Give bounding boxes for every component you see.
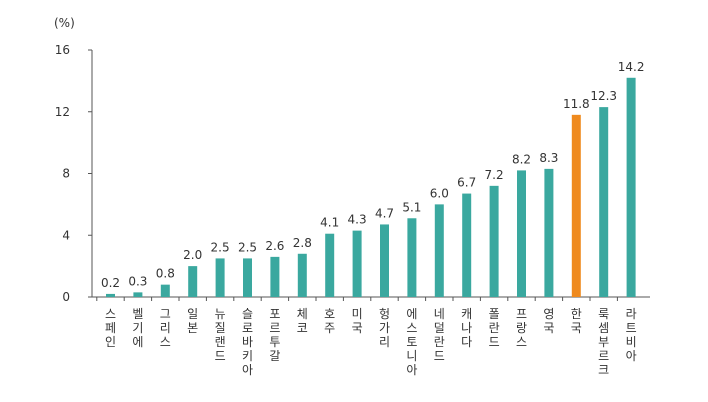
bar (407, 218, 417, 297)
data-label: 4.3 (348, 213, 367, 227)
bar (106, 293, 115, 297)
bar (188, 266, 198, 297)
bar (133, 292, 143, 297)
data-label: 0.3 (128, 274, 147, 288)
bar (243, 258, 252, 297)
category-labels-group: 스 페 인 벨 기 에 그 리 스 일 본 뉴 질 랜 드 슬 로 바 키 아 포 르 투 갈 체 코 호 주 미 국 헝 가 리 에 스 토 니 아 네 덜… (96, 297, 637, 377)
bar (325, 233, 335, 297)
y-tick-label: 12 (55, 105, 70, 119)
data-label: 2.8 (293, 236, 312, 250)
bar (626, 77, 636, 297)
y-tick-label: 4 (62, 228, 70, 242)
bar (270, 256, 280, 297)
y-tick-label: 0 (62, 290, 70, 304)
data-labels-group: 0.2 0.3 0.8 2.0 2.5 2.5 2.6 2.8 4.1 4.3 4.7 5.1 6.0 6… (101, 60, 645, 290)
data-label: 0.2 (101, 276, 120, 290)
bar (160, 284, 170, 297)
data-label: 0.8 (156, 267, 175, 281)
data-label: 2.0 (183, 248, 202, 262)
data-label: 7.2 (485, 168, 504, 182)
data-label: 8.2 (512, 152, 531, 166)
data-label: 6.7 (457, 176, 476, 190)
data-label: 8.3 (539, 151, 558, 165)
data-label: 14.2 (618, 60, 645, 74)
data-label: 4.1 (320, 216, 339, 230)
y-axis-ticks: 16 12 8 4 0 (55, 43, 92, 304)
bar (297, 253, 307, 297)
y-tick-label: 16 (55, 43, 70, 57)
data-label: 6.0 (430, 186, 449, 200)
y-tick-label: 8 (62, 167, 70, 181)
bar (517, 170, 526, 297)
data-label: 2.5 (238, 240, 257, 254)
y-unit-label: (%) (54, 16, 75, 30)
data-label: 2.6 (265, 239, 284, 253)
data-label: 2.5 (211, 240, 230, 254)
bar (599, 107, 609, 298)
bar (544, 168, 554, 297)
bars-group (106, 77, 636, 298)
bar (571, 114, 581, 298)
bar (380, 224, 389, 297)
data-label: 11.8 (563, 97, 590, 111)
bar (434, 204, 444, 297)
bar (462, 193, 472, 297)
data-label: 12.3 (590, 89, 617, 103)
bar (489, 185, 499, 297)
data-label: 5.1 (402, 200, 421, 214)
bar (352, 230, 362, 297)
bar (215, 258, 225, 297)
data-label: 4.7 (375, 206, 394, 220)
